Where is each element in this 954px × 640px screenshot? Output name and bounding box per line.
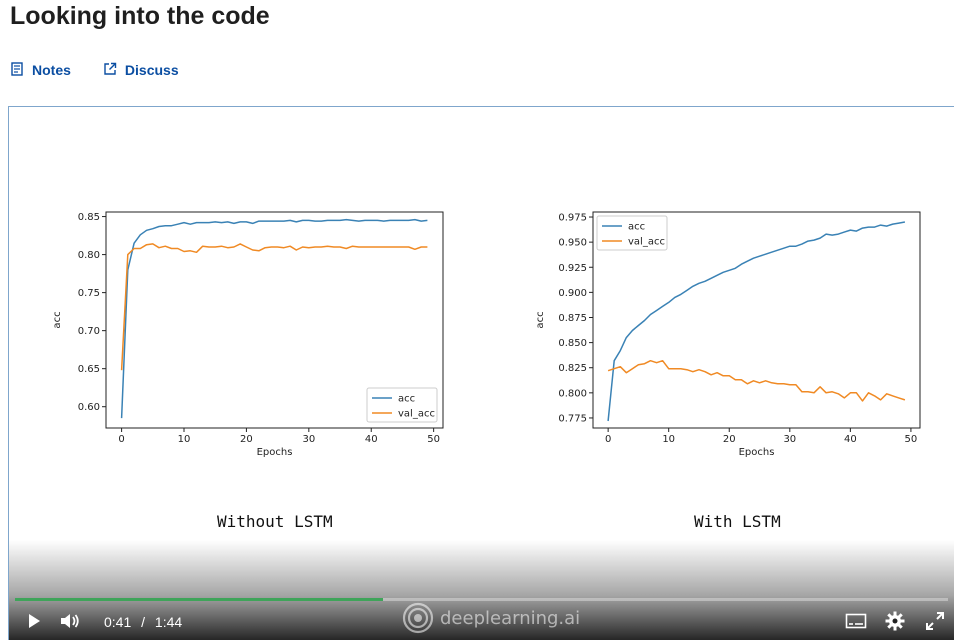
video-frame-charts: 0 10 20 30 40 50 0.60 0.65 0.70 0.75 0.80 0.85 Epoch… — [52, 211, 921, 458]
current-time: 0:41 — [104, 614, 132, 630]
y-tick-label: 0.800 — [558, 388, 587, 399]
subtitles-icon — [845, 613, 867, 629]
x-tick-label: 0 — [118, 434, 124, 445]
x-tick-label: 50 — [427, 434, 440, 445]
controls-gradient — [9, 540, 954, 640]
legend-label: val_acc — [398, 409, 435, 420]
lecture-links: Notes Discuss — [10, 60, 179, 80]
brand-text: deeplearning.ai — [440, 607, 581, 629]
y-axis-label: acc — [52, 311, 63, 328]
series-line-acc — [120, 218, 428, 419]
volume-icon — [61, 614, 79, 628]
settings-button[interactable] — [885, 611, 905, 636]
x-tick-label: 30 — [783, 434, 796, 445]
subtitles-button[interactable] — [845, 612, 867, 635]
y-tick-label: 0.70 — [78, 326, 100, 337]
y-tick-label: 0.950 — [558, 238, 587, 249]
x-tick-label: 20 — [240, 434, 253, 445]
y-axis-label: acc — [535, 311, 546, 328]
y-tick-label: 0.925 — [558, 263, 587, 274]
time-display: 0:41 / 1:44 — [104, 614, 182, 630]
caption-without-lstm: Without LSTM — [217, 512, 333, 531]
x-tick-label: 50 — [905, 434, 918, 445]
y-tick-label: 0.975 — [558, 213, 587, 224]
discuss-label: Discuss — [124, 62, 179, 78]
y-tick-label: 0.850 — [558, 338, 587, 349]
x-tick-label: 40 — [844, 434, 857, 445]
player-controls: 0:41 / 1:44 deeplearning.ai — [9, 596, 954, 640]
y-tick-label: 0.60 — [78, 402, 100, 413]
y-tick-label: 0.775 — [558, 413, 587, 424]
legend: acc val_acc — [366, 387, 438, 423]
play-button[interactable] — [25, 612, 43, 635]
fullscreen-icon — [926, 612, 944, 630]
progress-bar[interactable] — [15, 598, 948, 601]
discuss-link[interactable]: Discuss — [103, 60, 179, 80]
y-tick-label: 0.900 — [558, 288, 587, 299]
deeplearning-logo-icon — [402, 602, 434, 634]
x-tick-label: 30 — [302, 434, 315, 445]
volume-button[interactable] — [59, 612, 81, 635]
settings-icon — [885, 611, 905, 631]
legend-label: val_acc — [628, 237, 665, 248]
x-tick-label: 40 — [365, 434, 378, 445]
play-icon — [29, 614, 40, 628]
progress-fill — [15, 598, 383, 601]
chart-1: 0 10 20 30 40 50 0.60 0.65 0.70 0.75 0.80 0.85 Epoch… — [52, 211, 444, 458]
x-axis-label: Epochs — [739, 447, 775, 458]
y-tick-label: 0.825 — [558, 363, 587, 374]
page-title: Looking into the code — [10, 2, 270, 30]
y-tick-label: 0.85 — [78, 212, 100, 223]
caption-with-lstm: With LSTM — [694, 512, 781, 531]
legend-label: acc — [398, 394, 415, 405]
series-line-val-acc — [607, 359, 906, 402]
video-player[interactable]: 0 10 20 30 40 50 0.60 0.65 0.70 0.75 0.80 0.85 Epoch… — [8, 106, 954, 640]
x-tick-label: 0 — [605, 434, 611, 445]
y-tick-label: 0.875 — [558, 313, 587, 324]
duration: 1:44 — [154, 614, 183, 630]
chart-2: 0 10 20 30 40 50 0.775 0.800 0.825 0.850 0.875 0.90… — [535, 211, 921, 458]
y-tick-label: 0.65 — [78, 364, 100, 375]
x-tick-label: 10 — [662, 434, 675, 445]
external-link-icon — [103, 62, 117, 79]
series-line-acc — [607, 221, 906, 422]
x-tick-label: 10 — [178, 434, 191, 445]
y-tick-label: 0.80 — [78, 250, 100, 261]
time-separator: / — [141, 614, 146, 630]
legend-label: acc — [628, 222, 645, 233]
notes-label: Notes — [32, 62, 71, 78]
legend: acc val_acc — [596, 215, 668, 251]
series-line-val-acc — [120, 243, 428, 371]
x-axis-label: Epochs — [257, 447, 293, 458]
x-tick-label: 20 — [723, 434, 736, 445]
brand-watermark: deeplearning.ai — [402, 602, 580, 634]
notes-icon — [10, 61, 24, 79]
fullscreen-button[interactable] — [925, 611, 945, 636]
y-tick-label: 0.75 — [78, 288, 100, 299]
notes-link[interactable]: Notes — [10, 60, 71, 80]
